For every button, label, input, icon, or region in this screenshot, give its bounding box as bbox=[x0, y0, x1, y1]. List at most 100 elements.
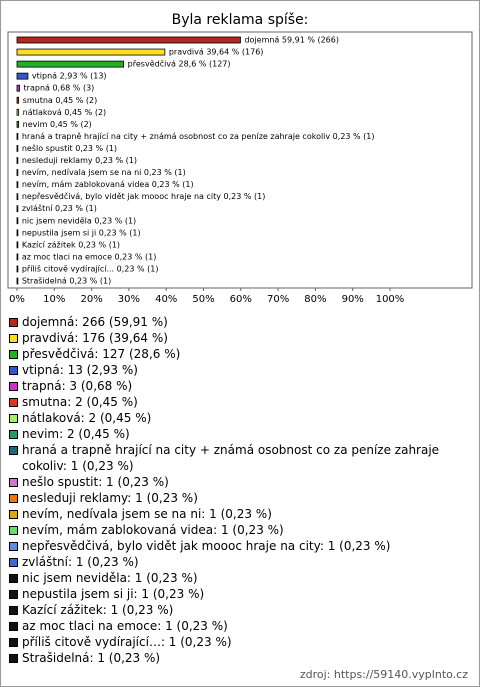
legend-item: trapná: 3 (0,68 %) bbox=[9, 378, 461, 394]
legend-item: nevím, nedívala jsem se na ni: 1 (0,23 %… bbox=[9, 506, 461, 522]
bar bbox=[16, 84, 20, 92]
legend-label: nesleduji reklamy: 1 (0,23 %) bbox=[22, 491, 198, 505]
bar-label: příliš citově vydírající... 0,23 % (1) bbox=[22, 263, 159, 273]
legend-label: nátlaková: 2 (0,45 %) bbox=[22, 411, 152, 425]
legend-label: nevím, mám zablokovaná videa: 1 (0,23 %) bbox=[22, 523, 284, 537]
legend-label: nešlo spustit: 1 (0,23 %) bbox=[22, 475, 169, 489]
legend-swatch bbox=[9, 366, 18, 375]
legend-label: vtipná: 13 (2,93 %) bbox=[22, 363, 138, 377]
legend-label: přesvědčivá: 127 (28,6 %) bbox=[22, 347, 181, 361]
bar bbox=[16, 36, 241, 44]
legend-item: dojemná: 266 (59,91 %) bbox=[9, 314, 461, 330]
bar bbox=[16, 60, 125, 68]
legend-label: nepustila jsem si ji: 1 (0,23 %) bbox=[22, 587, 205, 601]
bar-label: nepustila jsem si ji 0,23 % (1) bbox=[22, 228, 141, 237]
bar bbox=[16, 96, 20, 104]
bar-label: nátlaková 0,45 % (2) bbox=[23, 108, 107, 117]
legend-swatch bbox=[9, 510, 18, 519]
chart-title: Byla reklama spíše: bbox=[172, 12, 309, 28]
legend-item: nepustila jsem si ji: 1 (0,23 %) bbox=[9, 586, 461, 602]
legend-item: hraná a trapně hrající na city + známá o… bbox=[9, 442, 461, 474]
legend-label: smutna: 2 (0,45 %) bbox=[22, 395, 138, 409]
legend-item: nevím, mám zablokovaná videa: 1 (0,23 %) bbox=[9, 522, 461, 538]
bar-label: vtipná 2,93 % (13) bbox=[32, 72, 107, 81]
bar bbox=[16, 253, 19, 261]
bar bbox=[16, 241, 19, 249]
x-tick-label: 70% bbox=[267, 294, 289, 305]
legend-swatch bbox=[9, 654, 18, 663]
bar-label: nepřesvědčivá, bylo vidět jak moooc hraj… bbox=[22, 191, 266, 201]
x-tick-label: 60% bbox=[230, 294, 252, 305]
bar bbox=[16, 108, 20, 116]
bar bbox=[16, 229, 19, 237]
legend-label: az moc tlaci na emoce: 1 (0,23 %) bbox=[22, 619, 228, 633]
bar bbox=[16, 217, 19, 225]
bar-label: přesvědčivá 28,6 % (127) bbox=[128, 59, 231, 69]
legend-swatch bbox=[9, 382, 18, 391]
bar bbox=[16, 205, 19, 213]
bar-label: nevím, nedívala jsem se na ni 0,23 % (1) bbox=[22, 168, 186, 177]
legend-item: Strašidelná: 1 (0,23 %) bbox=[9, 650, 461, 666]
bar bbox=[16, 120, 20, 128]
legend-swatch bbox=[9, 334, 18, 343]
bar-label: Kazící zážitek 0,23 % (1) bbox=[22, 240, 120, 249]
legend-item: zvláštní: 1 (0,23 %) bbox=[9, 554, 461, 570]
legend-swatch bbox=[9, 350, 18, 359]
bar-label: smutna 0,45 % (2) bbox=[23, 96, 98, 105]
bar-label: hraná a trapně hrající na city + známá o… bbox=[22, 132, 375, 141]
legend-item: nátlaková: 2 (0,45 %) bbox=[9, 410, 461, 426]
legend-item: nevim: 2 (0,45 %) bbox=[9, 426, 461, 442]
bar-label: nevim 0,45 % (2) bbox=[23, 120, 92, 129]
legend-label: Kazící zážitek: 1 (0,23 %) bbox=[22, 603, 174, 617]
x-tick-label: 0% bbox=[9, 294, 25, 305]
legend-label: příliš citově vydírající…: 1 (0,23 %) bbox=[22, 635, 232, 649]
legend-swatch bbox=[9, 542, 18, 551]
legend-label: Strašidelná: 1 (0,23 %) bbox=[22, 651, 161, 665]
legend-label: nepřesvědčivá, bylo vidět jak moooc hraj… bbox=[22, 539, 391, 553]
legend-label: dojemná: 266 (59,91 %) bbox=[22, 315, 168, 329]
bar bbox=[16, 169, 19, 176]
legend-swatch bbox=[9, 398, 18, 407]
legend-label: zvláštní: 1 (0,23 %) bbox=[22, 555, 139, 569]
legend-swatch bbox=[9, 574, 18, 583]
bar bbox=[16, 157, 19, 164]
bar-label: az moc tlaci na emoce 0,23 % (1) bbox=[22, 252, 157, 261]
legend: dojemná: 266 (59,91 %) pravdivá: 176 (39,… bbox=[9, 314, 461, 666]
bar bbox=[16, 193, 19, 201]
bar-label: pravdivá 39,64 % (176) bbox=[169, 48, 264, 57]
bar-label: dojemná 59,91 % (266) bbox=[244, 36, 339, 45]
bar bbox=[16, 48, 166, 56]
bar-label: trapná 0,68 % (3) bbox=[24, 84, 95, 93]
legend-swatch bbox=[9, 414, 18, 423]
x-tick-label: 10% bbox=[43, 294, 65, 305]
x-tick-label: 50% bbox=[192, 294, 214, 305]
bar-label: nic jsem neviděla 0,23 % (1) bbox=[22, 216, 136, 225]
bar bbox=[16, 181, 19, 189]
legend-swatch bbox=[9, 478, 18, 487]
legend-item: nic jsem neviděla: 1 (0,23 %) bbox=[9, 570, 461, 586]
legend-swatch bbox=[9, 494, 18, 503]
legend-swatch bbox=[9, 526, 18, 535]
legend-swatch bbox=[9, 606, 18, 615]
bar-label: zvláštní 0,23 % (1) bbox=[22, 203, 97, 213]
legend-item: přesvědčivá: 127 (28,6 %) bbox=[9, 346, 461, 362]
legend-swatch bbox=[9, 430, 18, 439]
legend-label: nevím, nedívala jsem se na ni: 1 (0,23 %… bbox=[22, 507, 272, 521]
bar bbox=[16, 145, 19, 152]
chart: Byla reklama spíše: 0% 10% 20% 30% 40% 50% 60%… bbox=[7, 12, 473, 305]
bar bbox=[16, 265, 19, 273]
legend-item: příliš citově vydírající…: 1 (0,23 %) bbox=[9, 634, 461, 650]
legend-item: Kazící zážitek: 1 (0,23 %) bbox=[9, 602, 461, 618]
legend-swatch bbox=[9, 590, 18, 599]
legend-swatch bbox=[9, 318, 18, 327]
legend-item: smutna: 2 (0,45 %) bbox=[9, 394, 461, 410]
legend-swatch bbox=[9, 622, 18, 631]
legend-item: pravdivá: 176 (39,64 %) bbox=[9, 330, 461, 346]
legend-label: hraná a trapně hrající na city + známá o… bbox=[22, 443, 440, 473]
x-tick-label: 80% bbox=[304, 294, 326, 305]
bar bbox=[16, 277, 19, 285]
legend-swatch bbox=[9, 558, 18, 567]
bar-label: Strašidelná 0,23 % (1) bbox=[22, 276, 111, 286]
bar bbox=[16, 132, 19, 140]
bar-label: nevím, mám zablokovaná videa 0,23 % (1) bbox=[22, 180, 194, 189]
